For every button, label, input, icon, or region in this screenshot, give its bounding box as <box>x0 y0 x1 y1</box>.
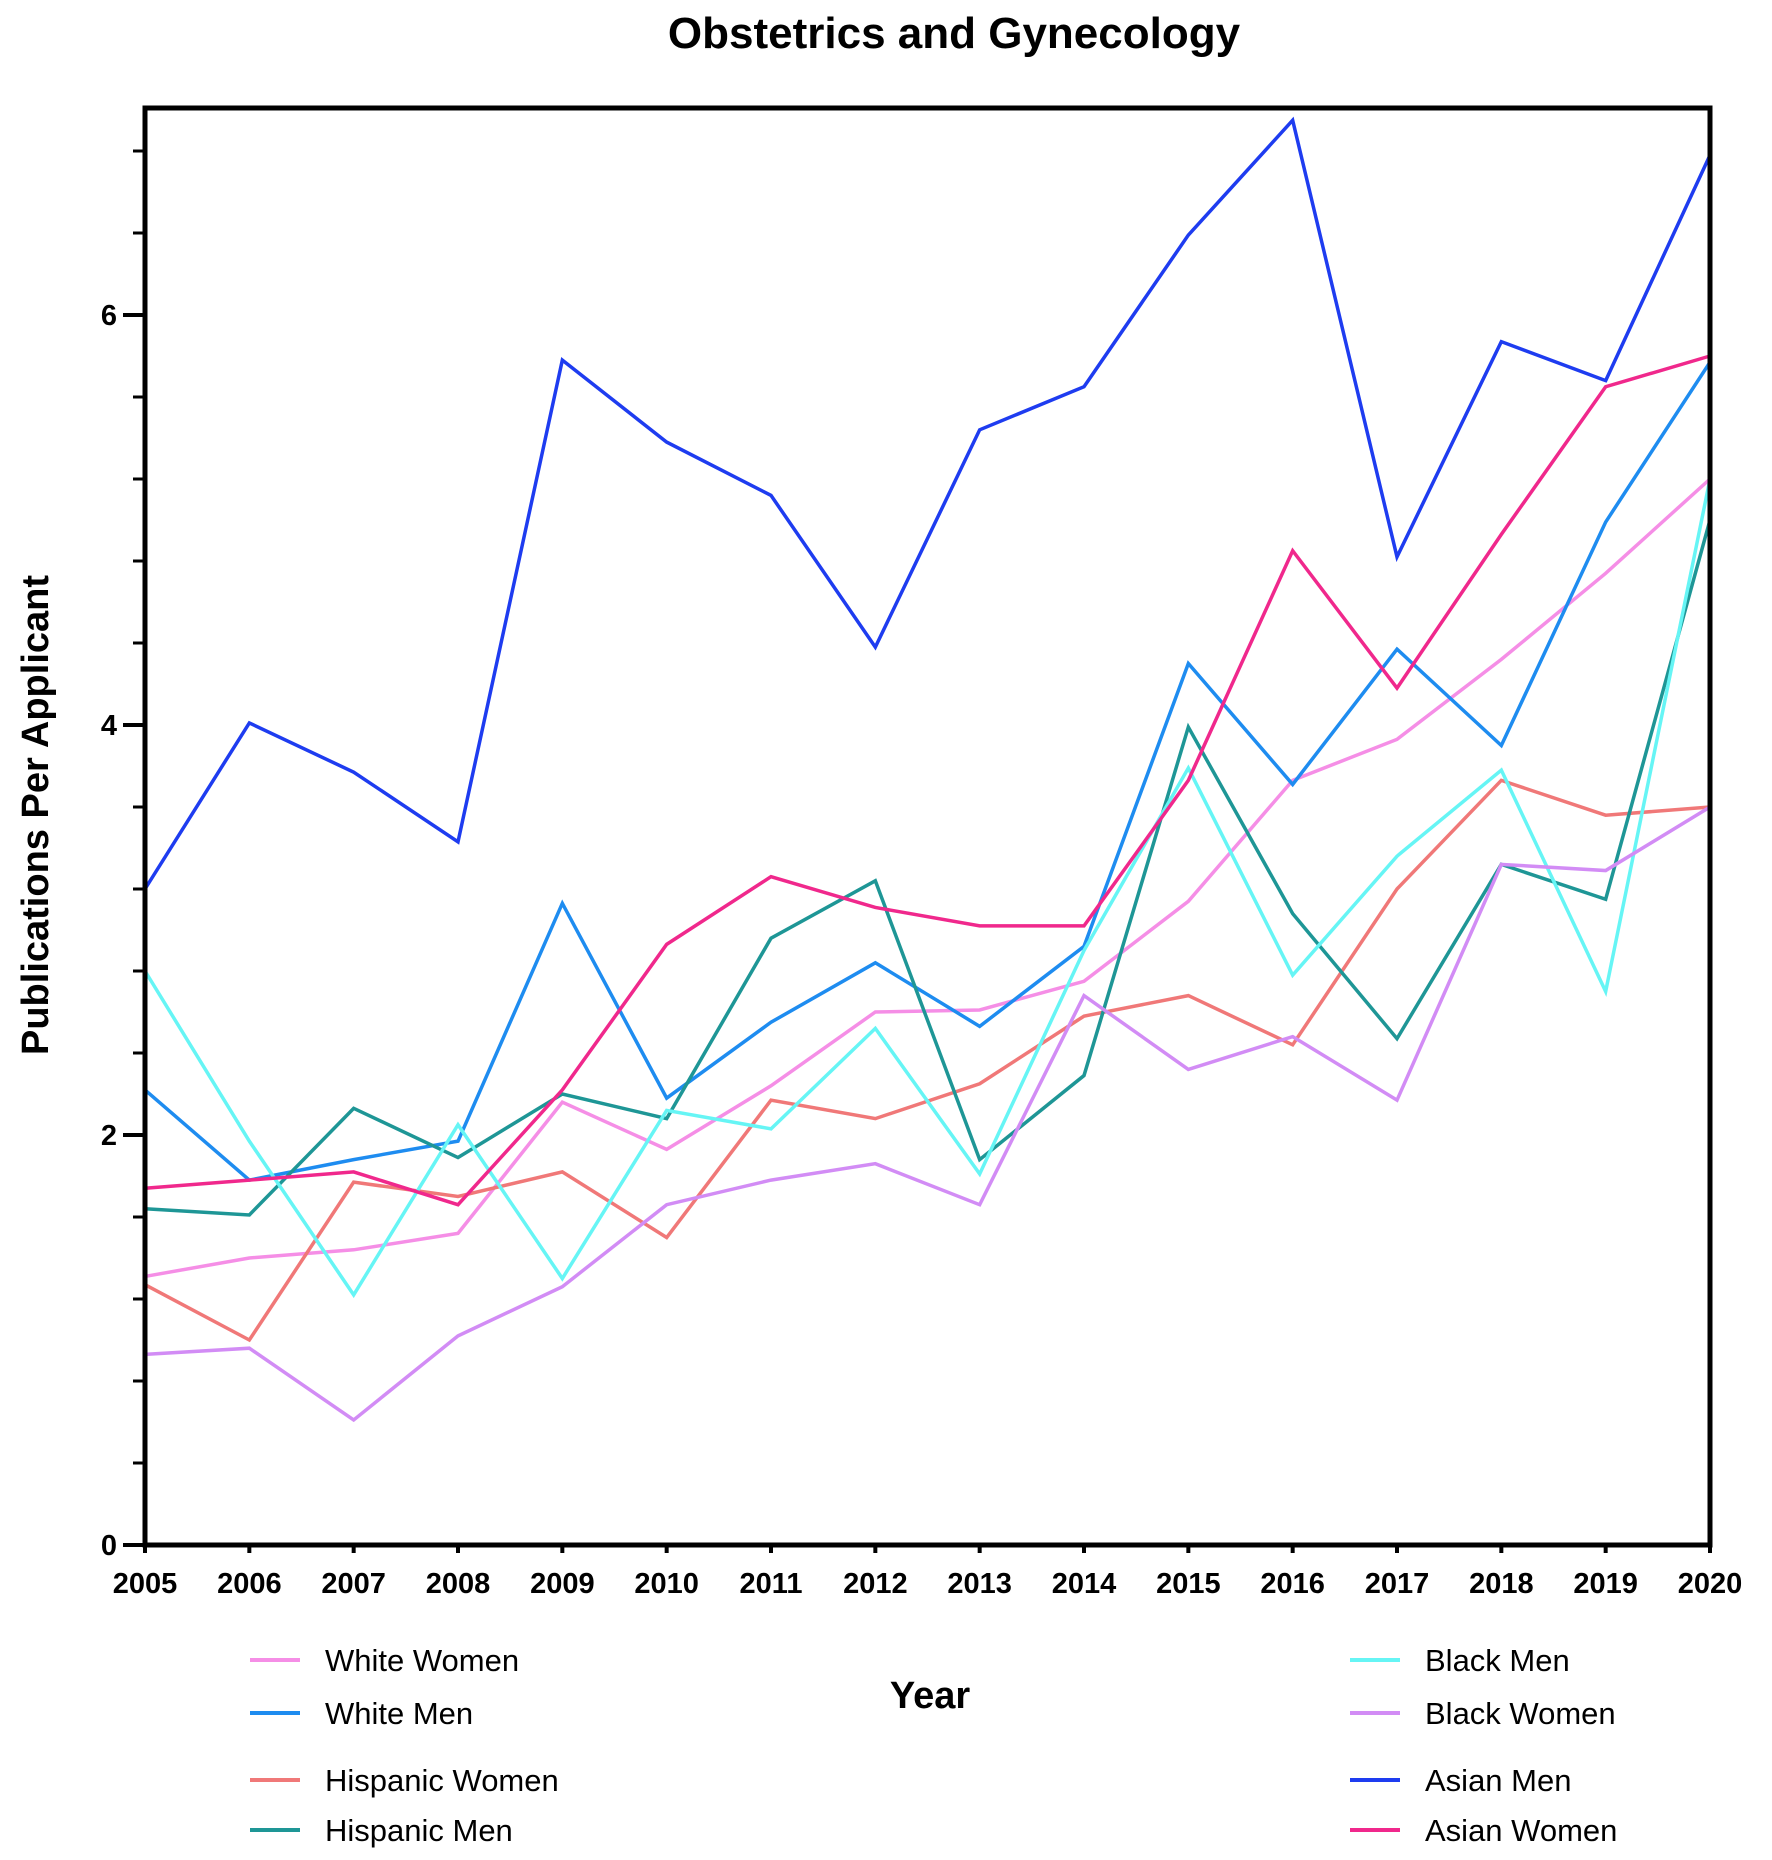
legend-label-asian-men: Asian Men <box>1425 1763 1571 1798</box>
series-line-white-men <box>143 361 1712 1182</box>
x-tick-label: 2020 <box>1678 1568 1743 1600</box>
series-line-asian-women <box>144 354 1711 1207</box>
chart-title: Obstetrics and Gynecology <box>668 9 1241 58</box>
x-tick-label: 2005 <box>113 1568 178 1600</box>
y-tick-label: 6 <box>101 300 117 332</box>
x-tick-label: 2007 <box>321 1568 386 1600</box>
x-tick-label: 2017 <box>1365 1568 1430 1600</box>
legend-label-hispanic-men: Hispanic Men <box>325 1813 513 1848</box>
series-lines <box>143 116 1712 1423</box>
x-tick-label: 2006 <box>217 1568 282 1600</box>
x-tick-label: 2013 <box>947 1568 1012 1600</box>
y-tick-label: 4 <box>101 710 117 742</box>
y-axis-label: Publications Per Applicant <box>15 575 57 1055</box>
legend: White Women White Men Hispanic Women Hispan… <box>250 1643 1617 1848</box>
x-tick-label: 2016 <box>1260 1568 1325 1600</box>
legend-label-white-women: White Women <box>325 1643 519 1678</box>
legend-label-black-women: Black Women <box>1425 1696 1616 1731</box>
x-tick-label: 2012 <box>843 1568 908 1600</box>
legend-label-black-men: Black Men <box>1425 1643 1570 1678</box>
series-line-black-men <box>143 478 1712 1299</box>
x-tick-label: 2008 <box>426 1568 491 1600</box>
x-tick-label: 2009 <box>530 1568 595 1600</box>
series-line-white-women <box>144 477 1712 1279</box>
y-tick-label: 2 <box>101 1120 117 1152</box>
x-tick-label: 2010 <box>634 1568 699 1600</box>
x-tick-label: 2018 <box>1469 1568 1534 1600</box>
x-axis-ticks: 2005 2006 2007 2008 2009 2010 2011 2012 2013 2014… <box>113 1545 1743 1600</box>
x-axis-label: Year <box>890 1675 971 1717</box>
legend-label-hispanic-women: Hispanic Women <box>325 1763 559 1798</box>
plot-frame <box>142 105 1713 1548</box>
x-tick-label: 2015 <box>1156 1568 1221 1600</box>
series-line-asian-men <box>143 116 1712 890</box>
y-tick-label: 0 <box>101 1530 117 1562</box>
series-line-hispanic-men <box>144 519 1712 1217</box>
x-tick-label: 2014 <box>1052 1568 1117 1600</box>
series-line-hispanic-women <box>144 778 1711 1343</box>
series-line-black-women <box>144 805 1711 1423</box>
x-tick-label: 2011 <box>740 1568 803 1600</box>
legend-label-white-men: White Men <box>325 1696 473 1731</box>
x-tick-label: 2019 <box>1573 1568 1638 1600</box>
y-axis-ticks: 0 2 4 6 <box>101 300 145 1562</box>
legend-label-asian-women: Asian Women <box>1425 1813 1617 1848</box>
